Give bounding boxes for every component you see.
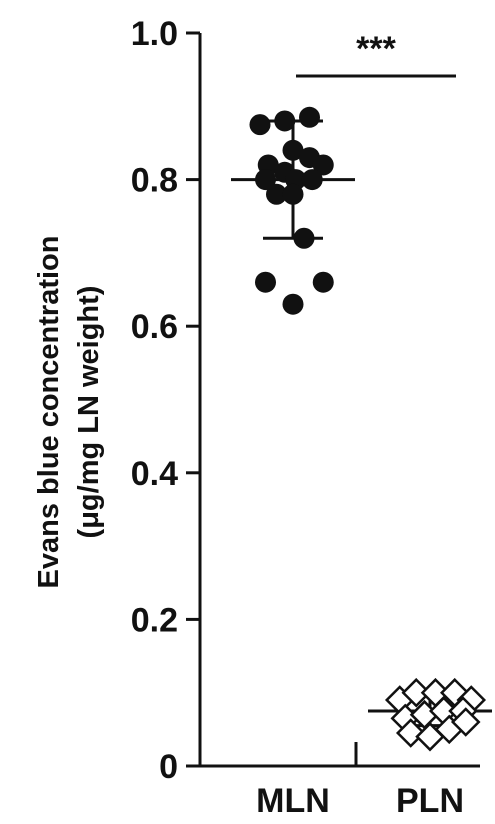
y-axis-title-line2: (μg/mg LN weight) <box>73 286 105 539</box>
y-tick-label: 0 <box>159 748 178 786</box>
data-point <box>395 718 426 748</box>
data-point <box>401 677 432 708</box>
y-tick-label: 0.4 <box>131 455 178 493</box>
significance-annotation: *** <box>296 30 456 78</box>
error-bars <box>231 119 492 728</box>
data-point <box>301 169 323 191</box>
data-point <box>312 271 334 293</box>
data-point <box>282 139 304 161</box>
data-point <box>282 183 304 205</box>
data-point <box>450 707 481 737</box>
significance-label: *** <box>356 30 396 68</box>
y-tick-label: 0.6 <box>131 308 178 346</box>
data-point <box>255 271 276 293</box>
data-point <box>299 106 320 128</box>
y-axis-ticks: 0 0.2 0.4 0.6 0.8 1.0 <box>131 15 200 786</box>
y-tick-label: 1.0 <box>131 15 178 53</box>
data-point <box>274 110 296 132</box>
data-point <box>312 154 334 176</box>
data-points <box>249 106 487 752</box>
y-tick-label: 0.2 <box>131 601 178 639</box>
data-point <box>282 293 304 315</box>
axes <box>198 33 480 768</box>
data-point <box>249 114 271 136</box>
data-point <box>293 227 315 249</box>
x-category-label: PLN <box>396 782 464 820</box>
y-tick-label: 0.8 <box>131 162 178 200</box>
x-axis-categories: MLN PLN <box>256 782 464 820</box>
data-point <box>255 169 276 191</box>
data-point <box>266 183 287 205</box>
x-category-label: MLN <box>256 782 330 820</box>
y-axis-title: Evans blue concentration (μg/mg LN weigh… <box>33 236 105 589</box>
y-axis-title-line1: Evans blue concentration <box>33 236 65 589</box>
